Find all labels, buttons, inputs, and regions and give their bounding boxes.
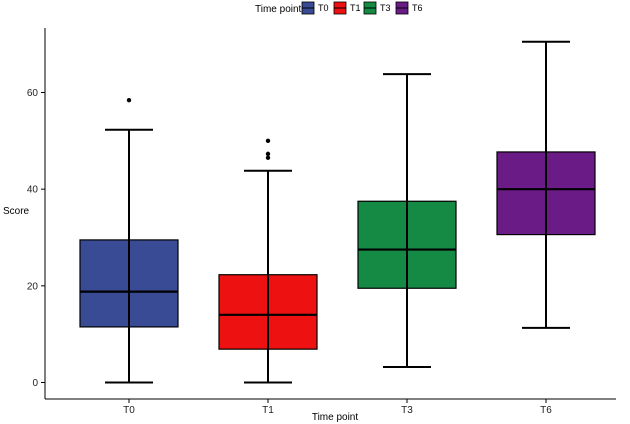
box-T0 — [79, 98, 179, 384]
plot-area — [79, 40, 596, 384]
outlier-point — [265, 155, 271, 160]
y-tick-label: 20 — [27, 281, 39, 292]
legend-title: Time point — [255, 4, 302, 15]
y-tick-label: 60 — [27, 88, 39, 99]
y-tick-label: 40 — [27, 185, 39, 196]
box-T6 — [496, 40, 596, 329]
outlier-point — [265, 138, 271, 144]
outlier-point — [126, 98, 132, 103]
axes: Score Time point 0 20 40 60 T0 T1 T3 T6 — [3, 28, 616, 423]
legend-label-T3: T3 — [380, 3, 391, 13]
x-tick-label: T1 — [262, 405, 274, 416]
x-tick-label: T0 — [123, 405, 135, 416]
legend-label-T6: T6 — [412, 3, 423, 13]
y-tick-label: 0 — [32, 378, 38, 389]
outlier-point — [265, 151, 271, 157]
x-tick-label: T3 — [401, 405, 413, 416]
legend-label-T1: T1 — [350, 3, 361, 13]
legend-label-T0: T0 — [318, 3, 329, 13]
box-T1 — [218, 138, 318, 384]
box-T3 — [357, 73, 457, 369]
y-axis-title: Score — [3, 206, 30, 217]
x-axis-title: Time point — [312, 412, 359, 423]
x-tick-label: T6 — [540, 405, 552, 416]
legend: Time point T0 T1 T3 T6 — [255, 1, 423, 15]
